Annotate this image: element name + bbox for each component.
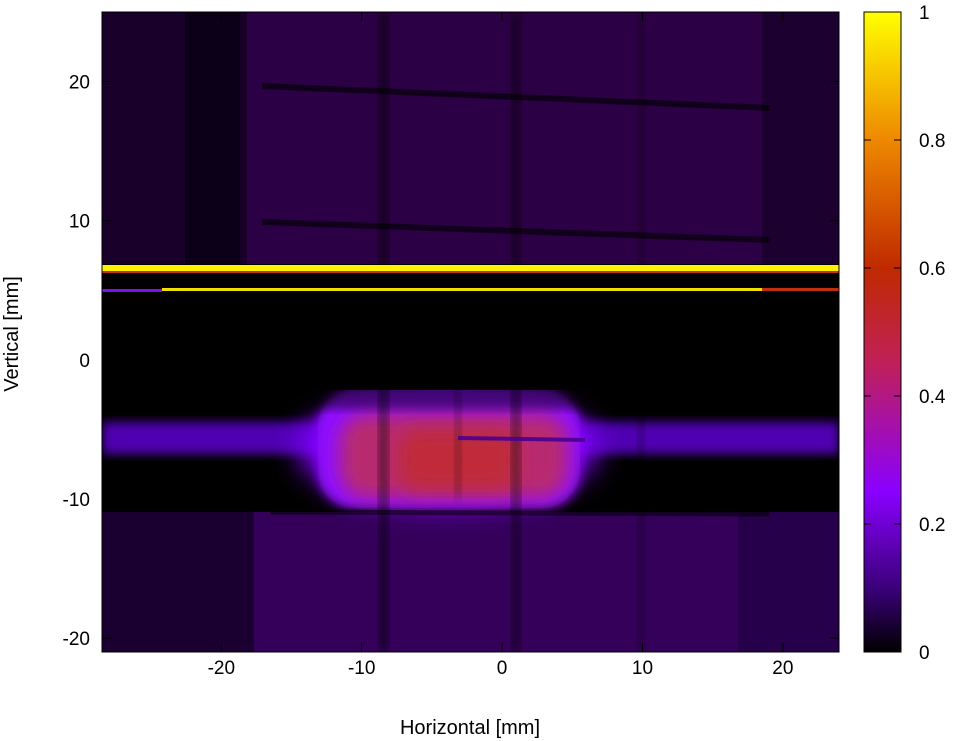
colorbar-gradient <box>863 11 902 653</box>
plot-frame <box>101 11 840 653</box>
upper-right-dark-column <box>762 12 839 264</box>
grid-shadow-horizontal-3 <box>269 509 771 517</box>
grid-shadow-vertical-3 <box>455 388 461 498</box>
x-tick-label: 10 <box>632 658 653 679</box>
colorbar-tick-label: 0 <box>919 643 930 664</box>
x-tick-label: -20 <box>208 658 235 679</box>
y-tick-label: 0 <box>79 351 90 372</box>
y-axis: -20 -10 0 10 20 <box>63 73 839 650</box>
colorbar-tick-label: 0.2 <box>919 515 945 536</box>
y-axis-title: Vertical [mm] <box>1 276 23 392</box>
saturated-stripe-edge <box>102 271 839 273</box>
x-axis-title: Horizontal [mm] <box>400 717 540 739</box>
upper-left-very-dark-column <box>185 12 240 264</box>
heatmap-image <box>102 12 839 652</box>
colorbar: 0 0.2 0.4 0.6 0.8 1 <box>863 3 946 664</box>
dark-gap <box>102 273 839 287</box>
colorbar-tick-label: 0.6 <box>919 259 945 280</box>
colorbar-tick-label: 1 <box>919 3 930 24</box>
x-axis: -20 -10 0 10 20 <box>208 12 793 679</box>
y-tick-label: 20 <box>69 73 90 94</box>
x-tick-label: 0 <box>497 658 508 679</box>
x-tick-label: -10 <box>348 658 375 679</box>
colorbar-tick-label: 0.8 <box>919 131 945 152</box>
lower-right-dark-column <box>738 512 839 652</box>
saturated-stripe <box>102 265 839 272</box>
grid-shadow-horizontal-1 <box>261 83 771 111</box>
thin-stripe <box>162 288 762 291</box>
grid-shadow-horizontal-4 <box>457 436 586 442</box>
thin-stripe-right-end <box>762 288 839 291</box>
x-tick-label: 20 <box>772 658 793 679</box>
y-tick-label: -20 <box>63 629 90 650</box>
thin-stripe-left-dim <box>102 289 162 292</box>
dark-band-fade <box>102 385 839 409</box>
colorbar-ticks: 0 0.2 0.4 0.6 0.8 1 <box>864 3 946 664</box>
grid-shadow-horizontal-2 <box>261 219 771 243</box>
y-tick-label: -10 <box>63 490 90 511</box>
y-tick-label: 10 <box>69 212 90 233</box>
lower-left-dark-column <box>102 512 254 652</box>
colorbar-tick-label: 0.4 <box>919 387 946 408</box>
dark-band <box>102 292 839 390</box>
